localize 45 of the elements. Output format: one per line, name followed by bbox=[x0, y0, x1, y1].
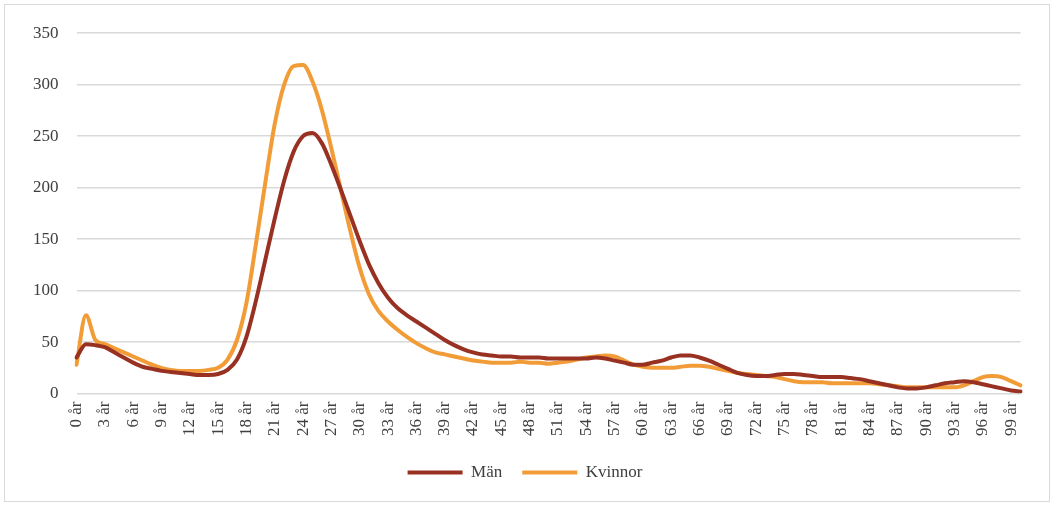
x-tick-label: 96 år bbox=[972, 401, 992, 437]
x-tick-label: 36 år bbox=[405, 401, 425, 437]
y-tick-label: 300 bbox=[33, 74, 59, 94]
x-tick-label: 90 år bbox=[915, 401, 935, 437]
y-tick-label: 50 bbox=[41, 331, 59, 351]
x-tick-label: 51 år bbox=[547, 401, 567, 437]
x-tick-label: 72 år bbox=[745, 401, 765, 437]
x-tick-label: 66 år bbox=[689, 401, 709, 437]
x-tick-label: 48 år bbox=[519, 401, 539, 437]
x-tick-label: 0 år bbox=[65, 401, 85, 428]
x-tick-label: 99 år bbox=[1000, 401, 1020, 437]
y-tick-label: 150 bbox=[33, 228, 59, 248]
x-tick-label: 78 år bbox=[802, 401, 822, 437]
y-tick-label: 100 bbox=[33, 280, 59, 300]
line-series bbox=[74, 131, 1023, 394]
x-tick-label: 42 år bbox=[462, 401, 482, 437]
x-tick-label: 27 år bbox=[320, 401, 340, 437]
x-tick-label: 18 år bbox=[235, 401, 255, 437]
x-tick-label: 33 år bbox=[377, 401, 397, 437]
x-tick-label: 21 år bbox=[264, 401, 284, 437]
x-tick-label: 45 år bbox=[490, 401, 510, 437]
x-tick-label: 39 år bbox=[434, 401, 454, 437]
x-tick-label: 3 år bbox=[94, 401, 114, 428]
y-tick-label: 350 bbox=[33, 22, 59, 42]
y-tick-label: 0 bbox=[50, 383, 59, 403]
legend-label: Kvinnor bbox=[585, 461, 643, 481]
x-tick-label: 54 år bbox=[575, 401, 595, 437]
x-tick-label: 24 år bbox=[292, 401, 312, 437]
x-tick-label: 6 år bbox=[122, 401, 142, 428]
x-tick-label: 15 år bbox=[207, 401, 227, 437]
x-tick-label: 84 år bbox=[859, 401, 879, 437]
x-tick-label: 12 år bbox=[179, 401, 199, 437]
x-tick-label: 69 år bbox=[717, 401, 737, 437]
y-tick-label: 250 bbox=[33, 125, 59, 145]
y-tick-label: 200 bbox=[33, 177, 59, 197]
x-tick-label: 60 år bbox=[632, 401, 652, 437]
x-tick-label: 9 år bbox=[150, 401, 170, 428]
x-tick-label: 93 år bbox=[943, 401, 963, 437]
x-tick-label: 75 år bbox=[774, 401, 794, 437]
x-tick-label: 63 år bbox=[660, 401, 680, 437]
x-tick-label: 57 år bbox=[604, 401, 624, 437]
x-tick-label: 81 år bbox=[830, 401, 850, 437]
legend-label: Män bbox=[471, 461, 503, 481]
x-tick-label: 87 år bbox=[887, 401, 907, 437]
x-tick-label: 30 år bbox=[349, 401, 369, 437]
